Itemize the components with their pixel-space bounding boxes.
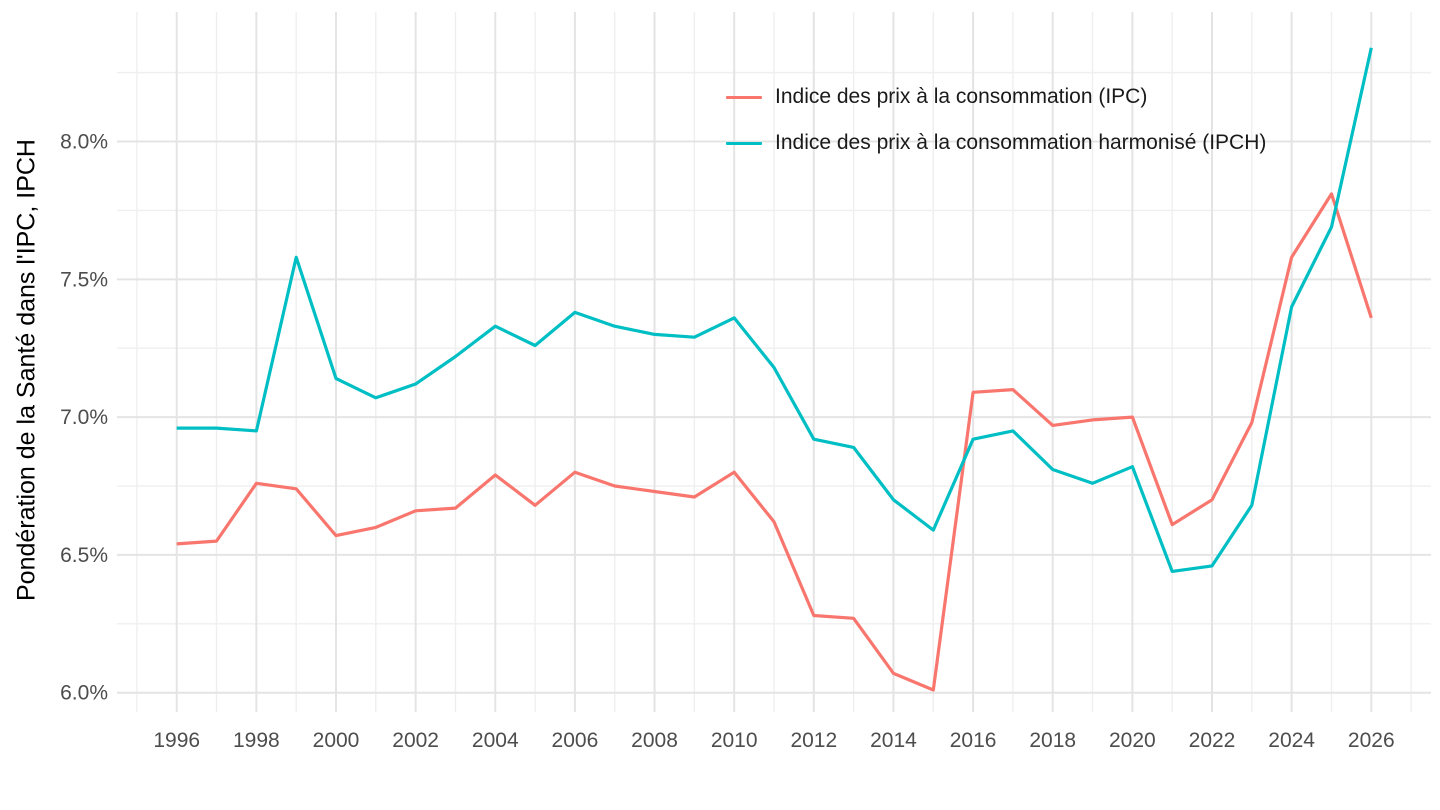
legend: Indice des prix à la consommation (IPC) … [726, 81, 1266, 173]
y-tick-label: 7.5% [60, 268, 108, 291]
x-tick-label: 2024 [1268, 729, 1315, 752]
x-tick-label: 1996 [153, 729, 200, 752]
x-tick-label: 2010 [711, 729, 758, 752]
y-tick-label: 6.0% [60, 682, 108, 705]
legend-label-ipc: Indice des prix à la consommation (IPC) [775, 85, 1148, 108]
x-axis-tick-labels: 1996 1998 2000 2002 2004 2006 2008 2010 2012 2014… [153, 729, 1394, 752]
legend-item-ipc: Indice des prix à la consommation (IPC) [726, 81, 1266, 113]
y-tick-label: 6.5% [60, 544, 108, 567]
y-axis-title: Pondération de la Santé dans l'IPC, IPCH [12, 139, 41, 601]
legend-label-ipch: Indice des prix à la consommation harmon… [775, 131, 1267, 154]
x-tick-label: 2020 [1109, 729, 1156, 752]
gridlines-minor [117, 12, 1431, 712]
legend-item-ipch: Indice des prix à la consommation harmon… [726, 127, 1266, 159]
gridlines-major [117, 12, 1431, 712]
x-tick-label: 2002 [392, 729, 439, 752]
y-tick-label: 7.0% [60, 406, 108, 429]
legend-key-line-ipch [726, 141, 762, 145]
series-line-ipch [176, 47, 1373, 574]
x-tick-label: 1998 [233, 729, 280, 752]
x-tick-label: 2018 [1029, 729, 1076, 752]
x-tick-label: 2022 [1189, 729, 1236, 752]
x-tick-label: 2014 [870, 729, 917, 752]
x-tick-label: 2004 [472, 729, 519, 752]
x-tick-label: 2016 [950, 729, 997, 752]
legend-key-line-ipc [726, 95, 762, 99]
y-tick-label: 8.0% [60, 131, 108, 154]
series-line-ipc [176, 192, 1373, 692]
x-tick-label: 2006 [552, 729, 599, 752]
x-tick-label: 2000 [313, 729, 360, 752]
x-tick-label: 2026 [1348, 729, 1395, 752]
x-tick-label: 2008 [631, 729, 678, 752]
y-axis-tick-labels: 6.0% 6.5% 7.0% 7.5% 8.0% [60, 131, 108, 705]
x-tick-label: 2012 [790, 729, 837, 752]
